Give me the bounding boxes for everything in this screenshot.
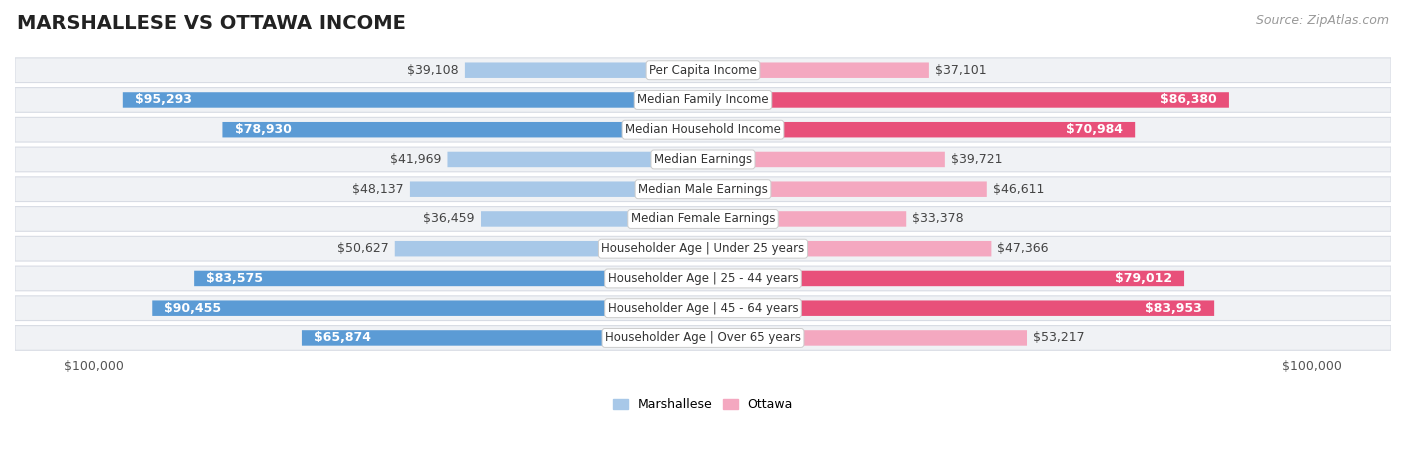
Text: Median Earnings: Median Earnings — [654, 153, 752, 166]
FancyBboxPatch shape — [15, 236, 1391, 261]
Text: $90,455: $90,455 — [165, 302, 222, 315]
FancyBboxPatch shape — [703, 152, 945, 167]
FancyBboxPatch shape — [703, 330, 1026, 346]
FancyBboxPatch shape — [703, 92, 1229, 108]
FancyBboxPatch shape — [703, 241, 991, 256]
Text: $33,378: $33,378 — [912, 212, 965, 226]
FancyBboxPatch shape — [15, 117, 1391, 142]
Legend: Marshallese, Ottawa: Marshallese, Ottawa — [607, 393, 799, 416]
FancyBboxPatch shape — [122, 92, 703, 108]
FancyBboxPatch shape — [194, 271, 703, 286]
Text: $83,953: $83,953 — [1146, 302, 1202, 315]
Text: $70,984: $70,984 — [1066, 123, 1123, 136]
FancyBboxPatch shape — [15, 325, 1391, 350]
FancyBboxPatch shape — [481, 211, 703, 226]
Text: $36,459: $36,459 — [423, 212, 475, 226]
FancyBboxPatch shape — [302, 330, 703, 346]
FancyBboxPatch shape — [465, 63, 703, 78]
Text: $46,611: $46,611 — [993, 183, 1045, 196]
Text: $48,137: $48,137 — [353, 183, 404, 196]
Text: $53,217: $53,217 — [1033, 332, 1084, 345]
FancyBboxPatch shape — [15, 177, 1391, 202]
Text: $37,101: $37,101 — [935, 64, 987, 77]
Text: $50,627: $50,627 — [337, 242, 388, 255]
Text: Householder Age | Under 25 years: Householder Age | Under 25 years — [602, 242, 804, 255]
FancyBboxPatch shape — [447, 152, 703, 167]
FancyBboxPatch shape — [703, 271, 1184, 286]
Text: $39,108: $39,108 — [408, 64, 458, 77]
FancyBboxPatch shape — [222, 122, 703, 137]
FancyBboxPatch shape — [15, 147, 1391, 172]
FancyBboxPatch shape — [15, 266, 1391, 291]
Text: $95,293: $95,293 — [135, 93, 191, 106]
Text: $78,930: $78,930 — [235, 123, 291, 136]
FancyBboxPatch shape — [703, 300, 1215, 316]
Text: $79,012: $79,012 — [1115, 272, 1171, 285]
FancyBboxPatch shape — [15, 206, 1391, 231]
FancyBboxPatch shape — [15, 58, 1391, 83]
Text: $65,874: $65,874 — [314, 332, 371, 345]
Text: $47,366: $47,366 — [997, 242, 1049, 255]
FancyBboxPatch shape — [395, 241, 703, 256]
Text: $86,380: $86,380 — [1160, 93, 1216, 106]
Text: $39,721: $39,721 — [950, 153, 1002, 166]
Text: Source: ZipAtlas.com: Source: ZipAtlas.com — [1256, 14, 1389, 27]
FancyBboxPatch shape — [152, 300, 703, 316]
Text: MARSHALLESE VS OTTAWA INCOME: MARSHALLESE VS OTTAWA INCOME — [17, 14, 406, 33]
Text: Median Male Earnings: Median Male Earnings — [638, 183, 768, 196]
Text: Householder Age | 45 - 64 years: Householder Age | 45 - 64 years — [607, 302, 799, 315]
Text: Householder Age | Over 65 years: Householder Age | Over 65 years — [605, 332, 801, 345]
Text: Median Family Income: Median Family Income — [637, 93, 769, 106]
Text: Per Capita Income: Per Capita Income — [650, 64, 756, 77]
FancyBboxPatch shape — [703, 182, 987, 197]
FancyBboxPatch shape — [15, 296, 1391, 320]
Text: Householder Age | 25 - 44 years: Householder Age | 25 - 44 years — [607, 272, 799, 285]
FancyBboxPatch shape — [703, 122, 1135, 137]
FancyBboxPatch shape — [15, 88, 1391, 112]
Text: $83,575: $83,575 — [207, 272, 263, 285]
Text: $41,969: $41,969 — [389, 153, 441, 166]
FancyBboxPatch shape — [703, 211, 907, 226]
Text: Median Household Income: Median Household Income — [626, 123, 780, 136]
Text: Median Female Earnings: Median Female Earnings — [631, 212, 775, 226]
FancyBboxPatch shape — [411, 182, 703, 197]
FancyBboxPatch shape — [703, 63, 929, 78]
